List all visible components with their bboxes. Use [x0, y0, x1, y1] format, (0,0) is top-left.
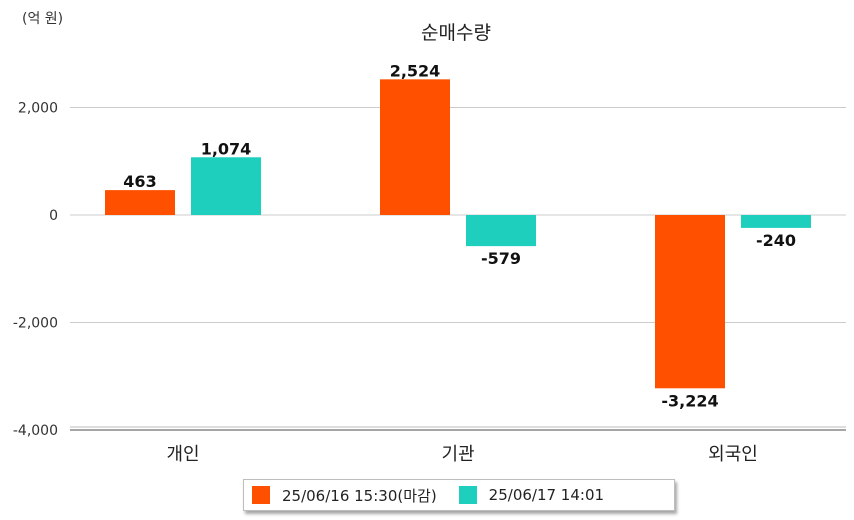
chart-title: 순매수량 [421, 22, 491, 44]
bar-series-2-개인[interactable] [191, 157, 261, 215]
bar-series-1-기관[interactable] [380, 79, 450, 216]
legend-label-series-1: 25/06/16 15:30(마감) [282, 486, 437, 505]
y-tick-label: 2,000 [18, 101, 58, 117]
axes: 2,000 0 -2,000 -4,000 개인 기관 외국인 [13, 101, 846, 465]
bar-chart: 463 2,524 -3,224 1,074 -579 -240 2,000 0 -2,000… [13, 61, 846, 465]
y-tick-label: -2,000 [13, 316, 58, 332]
bar-series-1-개인[interactable] [105, 190, 175, 215]
bar-series-2-외국인[interactable] [741, 215, 811, 228]
legend-item-series-2[interactable]: 25/06/17 14:01 [458, 486, 605, 504]
bar-value-label: -3,224 [661, 391, 718, 410]
legend-item-series-1[interactable]: 25/06/16 15:30(마감) [252, 485, 437, 506]
legend: 25/06/16 15:30(마감) 25/06/17 14:01 [243, 479, 675, 511]
x-category-label: 개인 [166, 444, 199, 465]
bar-value-label: 1,074 [201, 139, 252, 158]
x-category-label: 기관 [441, 444, 474, 465]
x-category-label: 외국인 [708, 444, 758, 465]
value-labels: 463 2,524 -3,224 1,074 -579 -240 [123, 61, 796, 410]
grid-lines [70, 107, 846, 431]
legend-swatch-series-1 [252, 486, 270, 504]
bars [105, 79, 811, 389]
bar-value-label: 2,524 [390, 61, 441, 80]
bar-series-2-기관[interactable] [466, 215, 536, 247]
bar-value-label: -579 [481, 249, 521, 268]
legend-swatch-series-2 [458, 486, 477, 504]
bar-value-label: -240 [756, 231, 796, 250]
bar-value-label: 463 [123, 172, 156, 191]
legend-label-series-2: 25/06/17 14:01 [488, 486, 605, 504]
y-tick-label: 0 [49, 208, 58, 224]
y-tick-label: -4,000 [13, 423, 58, 439]
unit-label: (억 원) [22, 11, 64, 27]
bar-series-1-외국인[interactable] [655, 215, 725, 389]
